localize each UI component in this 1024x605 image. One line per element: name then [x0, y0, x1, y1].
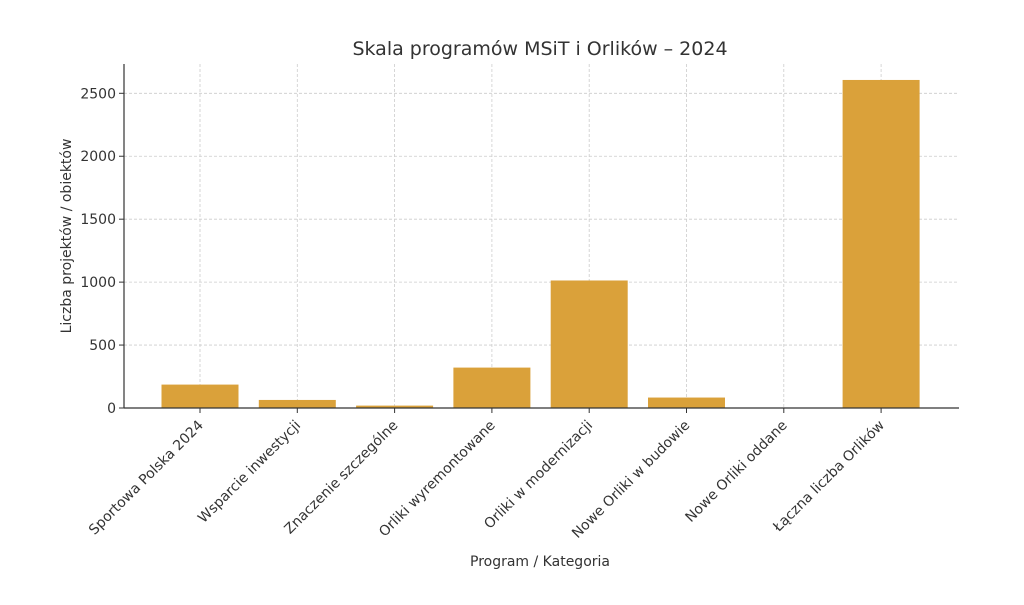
- bar: [648, 397, 725, 408]
- x-tick-label: Sportowa Polska 2024: [86, 417, 207, 538]
- y-tick-label: 1500: [80, 212, 116, 228]
- x-tick-label: Nowe Orliki oddane: [682, 418, 790, 526]
- y-tick-label: 500: [89, 338, 116, 354]
- y-tick-label: 1000: [80, 275, 116, 291]
- bar: [356, 405, 434, 408]
- bar: [550, 280, 628, 408]
- bar: [161, 384, 239, 408]
- y-axis-label: Liczba projektów / obiektów: [59, 139, 75, 334]
- bar: [453, 367, 531, 408]
- y-tick-label: 2500: [80, 86, 116, 102]
- x-tick-label: Wsparcie inwestycji: [195, 418, 304, 527]
- y-tick-label: 2000: [80, 149, 116, 165]
- y-tick-label: 0: [107, 401, 116, 417]
- x-tick-label: Łączna liczba Orlików: [770, 418, 888, 536]
- chart-title: Skala programów MSiT i Orlików – 2024: [352, 38, 727, 60]
- x-tick-label: Orliki w modernizacji: [481, 418, 596, 533]
- bar: [258, 399, 336, 408]
- x-tick-label: Znaczenie szczególne: [281, 418, 401, 538]
- x-tick-label: Orliki wyremontowane: [376, 418, 499, 541]
- bar: [842, 79, 920, 408]
- x-axis-label: Program / Kategoria: [470, 554, 610, 570]
